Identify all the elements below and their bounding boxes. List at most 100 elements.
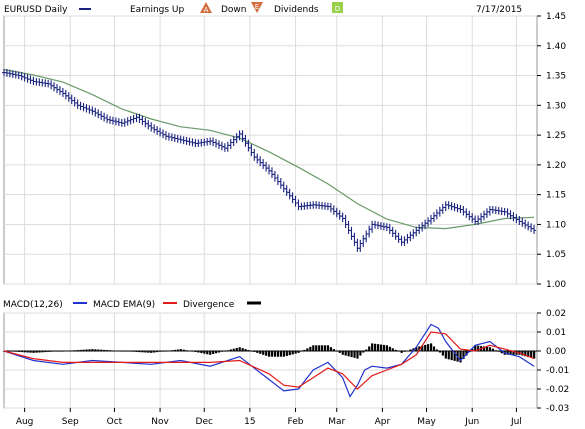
x-tick-label: Jul — [510, 417, 522, 427]
price-grid — [4, 15, 537, 285]
price-y-tick-label: 1.10 — [546, 220, 566, 230]
divergence-bar — [435, 349, 439, 351]
svg-text:A: A — [204, 6, 209, 14]
earnings-up-icon: A — [200, 2, 212, 14]
divergence-bar — [315, 345, 318, 351]
divergence-bar — [356, 351, 359, 359]
divergence-bar — [41, 351, 44, 353]
price-y-tick-label: 1.00 — [546, 280, 566, 290]
divergence-bar — [382, 344, 386, 351]
macd-series — [3, 323, 537, 398]
divergence-bar — [465, 351, 468, 356]
divergence-bar — [521, 351, 524, 356]
divergence-bar — [88, 349, 91, 351]
divergence-bar — [350, 351, 353, 358]
divergence-bar — [341, 351, 344, 355]
divergence-bar — [459, 351, 462, 363]
divergence-bar — [415, 347, 418, 351]
divergence-bar — [262, 351, 265, 355]
price-y-tick-label: 1.45 — [546, 12, 566, 22]
divergence-bar — [44, 351, 47, 353]
divergence-bar — [182, 349, 185, 351]
macd-y-tick-label: 0.01 — [546, 328, 566, 338]
divergence-bar — [270, 351, 274, 357]
divergence-label: Divergence — [183, 300, 235, 310]
divergence-bar — [312, 345, 315, 351]
divergence-bar — [347, 351, 350, 357]
divergence-bar — [332, 349, 336, 351]
svg-text:E: E — [255, 3, 259, 11]
chart-symbol: EURUSD Daily — [4, 5, 68, 15]
divergence-bar — [429, 343, 433, 351]
divergence-bar — [103, 349, 106, 351]
divergence-bar — [288, 351, 291, 356]
divergence-bar — [488, 347, 492, 351]
macd-y-tick-label: 0.00 — [546, 347, 566, 357]
divergence-bar — [368, 346, 371, 351]
divergence-bar — [82, 349, 85, 351]
divergence-bar — [100, 349, 103, 351]
macd-y-axis: 0.02 0.01 0.00 -0.01 -0.02 -0.03 — [537, 309, 569, 414]
divergence-bar — [418, 346, 421, 351]
price-panel — [3, 15, 538, 285]
divergence-bar — [141, 351, 144, 353]
svg-text:D: D — [335, 5, 340, 13]
divergence-bar — [323, 345, 327, 351]
divergence-bar — [338, 351, 341, 353]
divergence-bar — [23, 351, 26, 353]
divergence-bar — [35, 351, 38, 353]
divergence-bar — [176, 349, 179, 351]
price-bar — [532, 225, 537, 234]
divergence-bar — [371, 343, 374, 351]
divergence-bar — [400, 351, 403, 353]
divergence-bar — [173, 349, 176, 351]
divergence-bar — [527, 351, 530, 358]
divergence-bar — [491, 348, 495, 351]
divergence-bar — [409, 349, 412, 351]
divergence-bar — [329, 347, 333, 351]
divergence-bar — [450, 351, 453, 361]
divergence-bar — [471, 348, 474, 351]
sma-line — [3, 69, 535, 230]
divergence-bar — [379, 344, 383, 351]
divergence-bar — [441, 351, 444, 356]
divergence-bar — [385, 345, 389, 351]
chart-date: 7/17/2015 — [476, 5, 522, 15]
divergence-bar — [150, 351, 153, 353]
divergence-bar — [303, 349, 306, 351]
divergence-bar — [512, 351, 515, 355]
x-tick-label: May — [417, 417, 436, 427]
x-tick-label: Jun — [464, 417, 479, 427]
divergence-bar — [432, 346, 436, 351]
earnings-down-icon: E — [251, 2, 263, 13]
divergence-bar — [238, 347, 241, 351]
price-y-tick-label: 1.40 — [546, 42, 566, 52]
divergence-bar — [79, 349, 82, 351]
macd-label: MACD(12,26) — [3, 300, 63, 310]
divergence-bar — [509, 351, 512, 355]
macd-ema-line — [3, 331, 535, 390]
divergence-bar — [391, 348, 394, 351]
divergence-bar — [515, 351, 518, 355]
divergence-bar — [138, 351, 141, 353]
divergence-bar — [309, 346, 312, 351]
divergence-bar — [388, 346, 391, 351]
divergence-bar — [26, 351, 29, 353]
divergence-bar — [20, 351, 23, 353]
divergence-bar — [306, 348, 309, 351]
divergence-bar — [506, 351, 509, 355]
divergence-bar — [197, 351, 200, 353]
divergence-bar — [447, 351, 450, 360]
x-tick-label: Dec — [196, 417, 213, 427]
divergence-bar — [203, 351, 206, 354]
price-y-tick-label: 1.05 — [546, 250, 566, 260]
macd-y-tick-label: 0.02 — [546, 309, 566, 319]
divergence-bar — [474, 345, 477, 351]
x-tick-label: Apr — [375, 417, 391, 427]
divergence-bar — [530, 351, 533, 358]
divergence-bar — [482, 346, 486, 351]
x-tick-label: Mar — [328, 417, 345, 427]
divergence-bar — [444, 351, 447, 359]
divergence-bar — [212, 351, 215, 355]
price-y-tick-label: 1.15 — [546, 191, 566, 201]
